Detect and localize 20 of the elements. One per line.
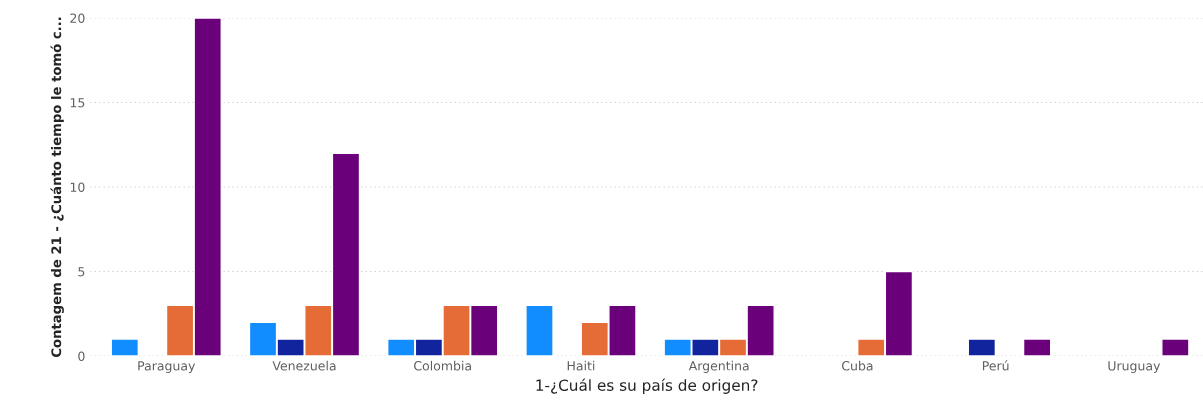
y-tick-label: 10: [70, 182, 85, 192]
x-tick-label: Argentina: [688, 360, 749, 373]
bar: [967, 338, 997, 356]
bar: [1161, 338, 1190, 356]
bar: [1022, 338, 1052, 356]
x-tick-label: Uruguay: [1108, 361, 1161, 373]
x-tick-label: Perú: [982, 360, 1009, 371]
bar: [110, 338, 140, 356]
y-axis-title: Contagem de 21 - ¿Cuánto tiempo le tomó c...: [50, 17, 64, 358]
x-axis-title: 1-¿Cuál es su país de origen?: [536, 378, 758, 394]
x-tick-label: Paraguay: [138, 361, 196, 373]
x-tick-label: Cuba: [842, 360, 873, 371]
x-tick-label: Colombia: [414, 360, 471, 371]
x-tick-label: Haiti: [567, 360, 595, 371]
y-tick-label: 20: [70, 13, 85, 23]
x-tick-label: Venezuela: [272, 360, 336, 371]
y-tick-label: 0: [78, 351, 85, 361]
y-tick-label: 5: [78, 267, 85, 277]
bar: [525, 304, 554, 356]
y-tick-label: 15: [70, 98, 85, 108]
